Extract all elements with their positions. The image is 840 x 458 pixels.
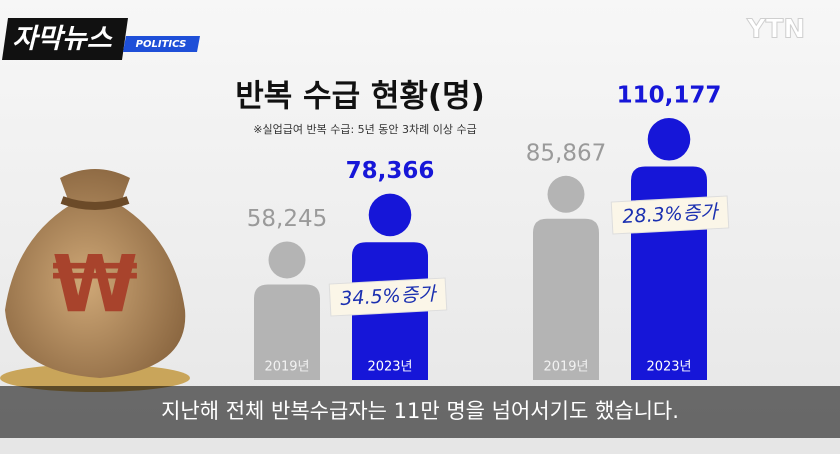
value-label: 110,177: [617, 83, 722, 109]
category-label: 2023년: [367, 360, 412, 375]
value-label: 78,366: [346, 158, 435, 184]
person-bar: [533, 175, 599, 380]
person-bar: [254, 241, 320, 380]
logo-tag: POLITICS: [136, 39, 187, 50]
person-head: [368, 193, 412, 237]
chart-subtitle: ※실업급여 반복 수급: 5년 동안 3차례 이상 수급: [253, 123, 476, 136]
annotation-note: 28.3%증가: [610, 195, 730, 235]
person-head: [547, 175, 585, 213]
category-label: 2019년: [543, 360, 588, 375]
annotation: 28.3%증가: [622, 201, 721, 228]
note-paper: [328, 277, 448, 317]
logo: 자막뉴스 POLITICS: [2, 18, 200, 60]
caption-bar: [0, 386, 840, 438]
broadcaster-logo: YTN: [746, 15, 805, 45]
annotation-note: 34.5%증가: [328, 277, 448, 317]
person-body: [254, 284, 320, 380]
svg-text:₩: ₩: [52, 240, 138, 330]
category-label: 2019년: [264, 360, 309, 375]
money-bag: ₩: [0, 169, 190, 392]
chart-title: 반복 수급 현황(명): [235, 79, 485, 115]
person-head: [647, 118, 691, 161]
value-label: 58,245: [247, 206, 327, 232]
chart: 58,245 2019년 78,366 2023년 85,867 2019년 110,177…: [247, 83, 730, 380]
person-head: [268, 241, 306, 279]
note-paper: [610, 195, 730, 235]
person-body: [533, 218, 599, 380]
annotation: 34.5%증가: [340, 283, 439, 310]
logo-title: 자막뉴스: [12, 24, 113, 55]
category-label: 2023년: [646, 360, 691, 375]
value-label: 85,867: [526, 140, 606, 166]
caption: 지난해 전체 반복수급자는 11만 명을 넘어서기도 했습니다.: [161, 399, 679, 423]
